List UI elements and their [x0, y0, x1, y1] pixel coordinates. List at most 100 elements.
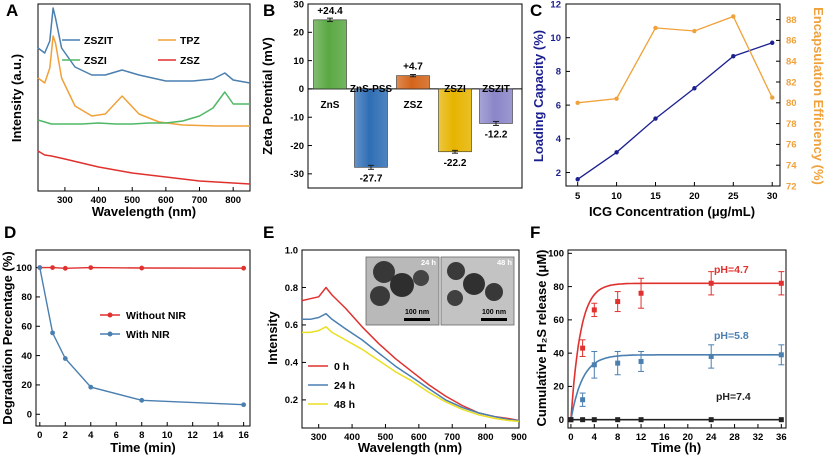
nanoparticle [463, 273, 485, 295]
legend-label-zsz: ZSZ [180, 55, 200, 67]
y-tick-label: 2 [556, 168, 561, 179]
nanoparticle [370, 286, 390, 306]
data-point [770, 95, 775, 100]
bar-zns [313, 19, 347, 90]
x-tick-label: 600 [158, 195, 174, 206]
data-point [615, 360, 621, 366]
data-point [575, 177, 580, 182]
x-tick-label: 900 [511, 432, 527, 443]
data-point [653, 116, 658, 121]
category-label: ZSZI [444, 84, 466, 95]
y-tick-label: 0 [559, 415, 564, 426]
x-tick-label: 28 [729, 432, 740, 443]
y-tick-label: 0 [27, 410, 32, 421]
y-tick-label: 72 [786, 181, 797, 192]
legend-label-without-nir: Without NIR [126, 310, 186, 322]
y-axis-title: Cumulative H₂S release (μM) [534, 249, 549, 426]
y-tick-label: 20 [293, 28, 304, 39]
data-point [591, 417, 597, 423]
legend-label-0h: 0 h [334, 361, 349, 373]
data-point [778, 280, 784, 286]
data-point [770, 40, 775, 45]
value-label: -22.2 [444, 158, 467, 169]
panel-e-chart: 300 400 500 600 700 800 900 0.2 0.4 0.6 0.8 1.0 24 … [265, 245, 527, 455]
x-tick-label: 10 [611, 191, 622, 202]
nanoparticle [447, 262, 465, 280]
x-tick-label: 20 [689, 191, 700, 202]
y-tick-label: 10 [550, 33, 561, 44]
y-tick-label: 76 [786, 140, 797, 151]
y-axis-title: Degradation Percentage (%) [0, 251, 15, 424]
data-point [615, 417, 621, 423]
y-axis-title: Zeta Potential (mV) [260, 37, 275, 155]
data-point [778, 417, 784, 423]
x-tick-label: 24 [706, 432, 717, 443]
data-point [731, 54, 736, 59]
data-point [62, 265, 68, 271]
data-point [692, 86, 697, 91]
data-point [580, 397, 586, 403]
panel-a-chart: 300 400 500 600 700 800 ZSZIT TPZ ZSZI ZSZ Wa… [9, 3, 251, 219]
series-line-zszi [37, 91, 250, 125]
y-tick-label: 0.4 [285, 358, 299, 369]
panel-letter-d: D [4, 223, 16, 242]
data-point [708, 417, 714, 423]
bar-zns-pss [354, 88, 388, 168]
data-point [591, 307, 597, 313]
x-tick-label: 4 [88, 430, 94, 441]
y-tick-label: 20 [21, 380, 32, 391]
x-tick-label: 500 [378, 432, 394, 443]
y-tick-label: 8 [556, 67, 561, 78]
legend-label-zszi: ZSZI [84, 55, 107, 67]
plot-frame [35, 249, 251, 427]
data-point [638, 358, 644, 364]
y-tick-label: 0 [299, 84, 304, 95]
x-tick-label: 16 [238, 430, 249, 441]
y-tick-label: 60 [553, 315, 564, 326]
data-point [88, 384, 94, 390]
x-axis-title: Time (h) [651, 440, 701, 455]
y-axis-title-left: Loading Capacity (%) [531, 30, 546, 162]
y-tick-label: 20 [553, 382, 564, 393]
legend-marker-without-nir [107, 312, 113, 318]
x-tick-label: 8 [615, 432, 620, 443]
y-tick-label: -30 [290, 169, 304, 180]
x-axis-title: Time (min) [110, 440, 176, 455]
data-point [580, 345, 586, 351]
series-line [302, 326, 520, 423]
x-tick-label: 300 [311, 432, 327, 443]
panel-b-chart: -30 -20 -10 0 10 20 30 +24.4 -27.7 +4.7 -22.2 -12.2… [260, 0, 523, 189]
plot-frame [37, 3, 251, 192]
x-tick-label: 20 [683, 432, 694, 443]
y-tick-label: 30 [293, 0, 304, 10]
data-point [692, 28, 697, 34]
nanoparticle [447, 290, 463, 306]
y-tick-label: 40 [553, 348, 564, 359]
series-line-zsz [37, 150, 251, 185]
legend: Without NIR With NIR [100, 310, 186, 341]
y-tick-label: 86 [786, 36, 797, 47]
y-tick-label: 60 [21, 322, 32, 333]
series-line [577, 15, 773, 104]
series-line [577, 42, 773, 180]
y-tick-label: -10 [290, 113, 304, 124]
legend-label-zszit: ZSZIT [84, 35, 114, 47]
category-label: ZSZ [404, 100, 423, 111]
legend: 0 h 24 h 48 h [308, 361, 355, 411]
x-tick-label: 12 [187, 430, 198, 441]
legend-label-tpz: TPZ [180, 35, 200, 47]
category-label: ZSZIT [482, 84, 510, 95]
y-tick-label: 80 [553, 282, 564, 293]
y-tick-label: 80 [21, 292, 32, 303]
data-point [591, 362, 597, 368]
legend: ZSZIT TPZ ZSZI ZSZ [62, 35, 200, 67]
data-point [575, 100, 580, 106]
data-point [614, 96, 619, 101]
data-point [708, 280, 714, 286]
tem-inset-48h: 48 h 100 nm [440, 256, 515, 326]
plot-frame [567, 249, 787, 429]
data-point [241, 265, 247, 271]
y-axis-title: Intensity (a.u.) [9, 54, 24, 142]
x-tick-label: 12 [636, 432, 647, 443]
